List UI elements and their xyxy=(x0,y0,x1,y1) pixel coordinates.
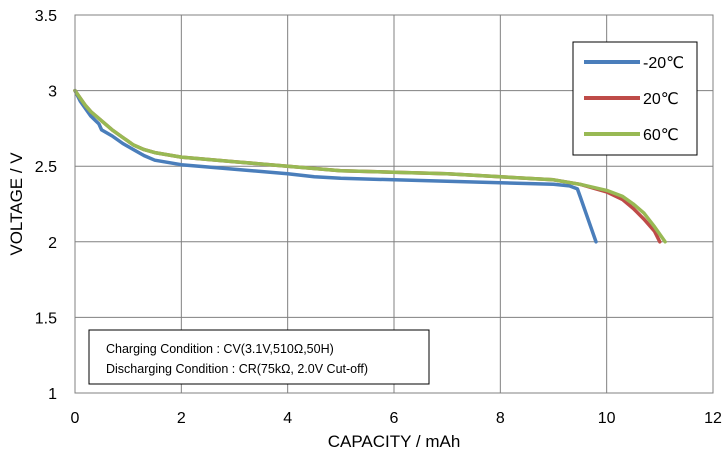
y-tick-label: 1.5 xyxy=(35,310,57,327)
y-tick-label: 2.5 xyxy=(35,159,57,176)
x-tick-label: 6 xyxy=(390,410,399,427)
annotation-box xyxy=(88,329,430,385)
y-axis-title: VOLTAGE / V xyxy=(7,152,26,256)
x-tick-label: 10 xyxy=(598,410,616,427)
series-line xyxy=(73,88,598,244)
series-layer xyxy=(73,88,667,244)
x-tick-label: 0 xyxy=(71,410,80,427)
y-tick-label: 1 xyxy=(48,386,57,403)
plot-area-border xyxy=(74,14,714,394)
x-tick-label: 8 xyxy=(496,410,505,427)
series-line xyxy=(73,88,667,244)
x-tick-label: 12 xyxy=(704,410,722,427)
x-axis-title: CAPACITY / mAh xyxy=(328,432,461,451)
y-tick-label: 2 xyxy=(48,235,57,252)
y-tick-label: 3 xyxy=(48,84,57,101)
y-tick-label: 3.5 xyxy=(35,8,57,25)
legend-label: 60℃ xyxy=(643,127,679,144)
legend-label: 20℃ xyxy=(643,91,679,108)
x-tick-label: 4 xyxy=(283,410,292,427)
legend-label: -20℃ xyxy=(643,55,684,72)
legend: -20℃ 20℃ 60℃ xyxy=(572,41,698,156)
conditions-annotation: Charging Condition : CV(3.1V,510Ω,50H) D… xyxy=(88,329,430,385)
annotation-line-charging: Charging Condition : CV(3.1V,510Ω,50H) xyxy=(106,342,334,356)
x-tick-label: 2 xyxy=(177,410,186,427)
annotation-line-discharging: Discharging Condition : CR(75kΩ, 2.0V Cu… xyxy=(106,362,368,376)
tick-label-layer: 0 2 4 6 8 10 12 1 1.5 2 2.5 3 3.5 xyxy=(35,8,722,427)
